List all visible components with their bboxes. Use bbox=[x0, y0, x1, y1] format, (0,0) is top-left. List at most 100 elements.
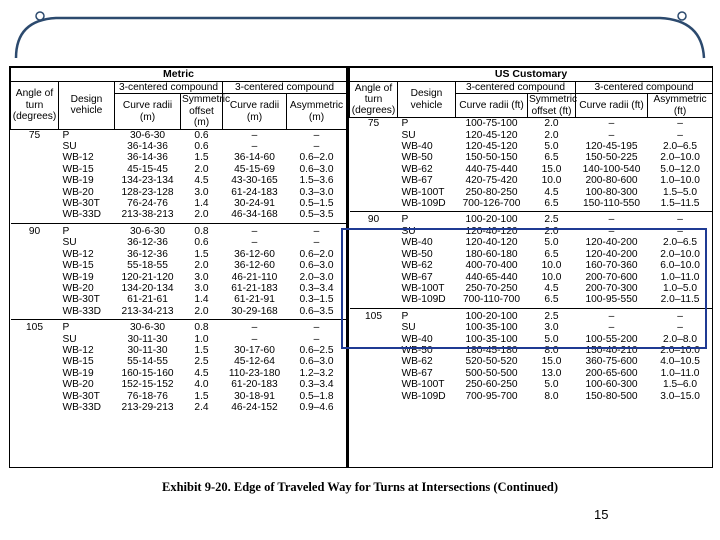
table-cell: 3.0–15.0 bbox=[660, 390, 700, 402]
table-cell: 100-20-100 bbox=[465, 214, 518, 226]
metric-table-section: Metric Angle of turn (degrees) Design ve… bbox=[10, 67, 347, 467]
table-cell: 520-50-520 bbox=[465, 356, 518, 368]
table-row: 75 P 30-6-30 0.6 – – bbox=[11, 129, 347, 141]
table-cell: 120-45-195 bbox=[585, 141, 638, 153]
table-cell: 152-15-152 bbox=[121, 379, 174, 391]
table-cell: 30-11-30 bbox=[127, 344, 168, 356]
table-cell bbox=[350, 345, 398, 356]
table-row: WB-19 120-21-120 3.0 46-21-110 2.0–3.0 bbox=[11, 272, 347, 283]
table-cell: 150-50-225 bbox=[585, 152, 638, 164]
table-cell: 30-17-60 bbox=[234, 344, 275, 356]
table-cell bbox=[350, 391, 398, 402]
table-cell: 6.5 bbox=[527, 294, 576, 309]
table-cell: 120-40-120 bbox=[465, 237, 518, 249]
table-cell: WB-19 bbox=[62, 175, 94, 187]
table-cell: 100-35-100 bbox=[465, 333, 518, 345]
table-cell: 45-15-69 bbox=[234, 163, 275, 175]
table-cell: 100-80-300 bbox=[585, 186, 638, 198]
table-cell: 36-12-36 bbox=[127, 248, 168, 260]
metric-vehicle-header: Design vehicle bbox=[58, 81, 115, 130]
table-cell: 61-20-183 bbox=[231, 379, 278, 391]
table-cell: SU bbox=[401, 322, 416, 334]
table-row: WB-50 180-60-180 6.5 120-40-200 2.0–10.0 bbox=[350, 249, 713, 260]
table-cell: P bbox=[62, 129, 70, 141]
table-cell: 1.5 bbox=[194, 152, 209, 164]
table-cell: – bbox=[313, 333, 320, 345]
table-row: WB-100T 250-80-250 4.5 100-80-300 1.5–5.0 bbox=[350, 187, 713, 198]
us-table-section: US Customary Angle of turn (degrees) Des… bbox=[348, 67, 714, 467]
table-cell: 2.0 bbox=[180, 209, 223, 224]
table-cell: 61-21-91 bbox=[234, 294, 275, 306]
table-cell: WB-15 bbox=[62, 356, 94, 368]
table-cell: – bbox=[251, 225, 258, 237]
table-cell: – bbox=[313, 141, 320, 153]
table-cell: 4.5 bbox=[194, 367, 209, 379]
table-cell: WB-15 bbox=[62, 260, 94, 272]
table-cell: SU bbox=[62, 333, 77, 345]
table-cell bbox=[11, 283, 59, 294]
table-cell: 200-80-600 bbox=[585, 175, 638, 187]
table-cell: 0.5–1.5 bbox=[299, 198, 334, 210]
table-cell bbox=[11, 175, 59, 186]
table-cell: 5.0 bbox=[544, 379, 559, 391]
metric-table-body: 75 P 30-6-30 0.6– – SU 36-14-36 0.6– – WB-12 36-14… bbox=[10, 129, 347, 413]
table-cell bbox=[350, 368, 398, 379]
table-cell bbox=[349, 198, 398, 213]
table-cell: 213-29-213 bbox=[121, 401, 174, 413]
table-row: SU 30-11-30 1.0 – – bbox=[11, 334, 347, 345]
table-cell: WB-40 bbox=[401, 237, 433, 249]
table-row: WB-109D 700-110-700 6.5 100-95-550 2.0–11.5 bbox=[349, 294, 713, 309]
table-cell bbox=[11, 356, 59, 367]
table-row: SU 120-45-120 2.0 – – bbox=[350, 130, 713, 141]
table-cell: 150-80-500 bbox=[585, 390, 638, 402]
table-cell: 200-70-600 bbox=[585, 271, 638, 283]
table-row: WB-15 45-15-45 2.0 45-15-69 0.6–3.0 bbox=[11, 164, 347, 175]
table-cell: SU bbox=[401, 129, 416, 141]
table-cell: 1.5–6.0 bbox=[663, 379, 698, 391]
table-cell: – bbox=[251, 333, 258, 345]
table-cell: 213-34-213 bbox=[114, 305, 181, 321]
table-cell bbox=[350, 283, 398, 294]
table-cell: 30-6-30 bbox=[129, 322, 166, 334]
table-cell: 360-75-600 bbox=[585, 356, 638, 368]
table-cell bbox=[11, 141, 59, 152]
table-cell: 75 bbox=[28, 129, 41, 141]
table-cell bbox=[350, 130, 398, 141]
table-cell: WB-30T bbox=[62, 294, 100, 306]
table-cell: 440-65-440 bbox=[465, 271, 518, 283]
table-cell: 440-75-440 bbox=[465, 163, 518, 175]
table-cell: 0.6 bbox=[194, 129, 209, 141]
table-cell: – bbox=[313, 225, 320, 237]
table-cell: 36-12-60 bbox=[234, 248, 275, 260]
table-cell: 75 bbox=[367, 118, 380, 130]
table-cell bbox=[350, 141, 398, 152]
table-cell: 250-60-250 bbox=[465, 379, 518, 391]
table-cell: 0.6–3.0 bbox=[299, 356, 334, 368]
table-cell: 30-24-91 bbox=[234, 198, 275, 210]
table-cell: 8.0 bbox=[544, 390, 559, 402]
table-cell: 30-29-168 bbox=[222, 305, 287, 321]
table-cell: 4.5 bbox=[194, 175, 209, 187]
table-cell bbox=[11, 260, 59, 271]
table-cell: WB-62 bbox=[401, 163, 433, 175]
table-cell: 1.5–3.6 bbox=[299, 175, 334, 187]
table-cell bbox=[11, 152, 59, 163]
table-cell: WB-50 bbox=[401, 344, 433, 356]
table-cell: 0.6–2.5 bbox=[299, 344, 334, 356]
table-cell: 1.5–5.0 bbox=[663, 186, 698, 198]
table-row: WB-50 150-50-150 6.5 150-50-225 2.0–10.0 bbox=[350, 152, 713, 163]
table-cell: WB-19 bbox=[62, 271, 94, 283]
table-cell bbox=[350, 237, 398, 248]
table-cell: 1.5 bbox=[194, 248, 209, 260]
table-row: WB-20 128-23-128 3.0 61-24-183 0.3–3.0 bbox=[11, 187, 347, 198]
table-cell: 134-23-134 bbox=[121, 175, 174, 187]
table-cell: 150-40-210 bbox=[585, 344, 638, 356]
table-cell: 2.0 bbox=[544, 129, 559, 141]
table-cell: 2.5 bbox=[544, 310, 559, 322]
table-cell bbox=[350, 272, 398, 283]
table-cell: P bbox=[401, 310, 409, 322]
table-cell: WB-40 bbox=[401, 333, 433, 345]
table-cell: 6.5 bbox=[544, 248, 559, 260]
table-cell: 30-6-30 bbox=[129, 129, 166, 141]
table-row: WB-19 134-23-134 4.5 43-30-165 1.5–3.6 bbox=[11, 175, 347, 186]
